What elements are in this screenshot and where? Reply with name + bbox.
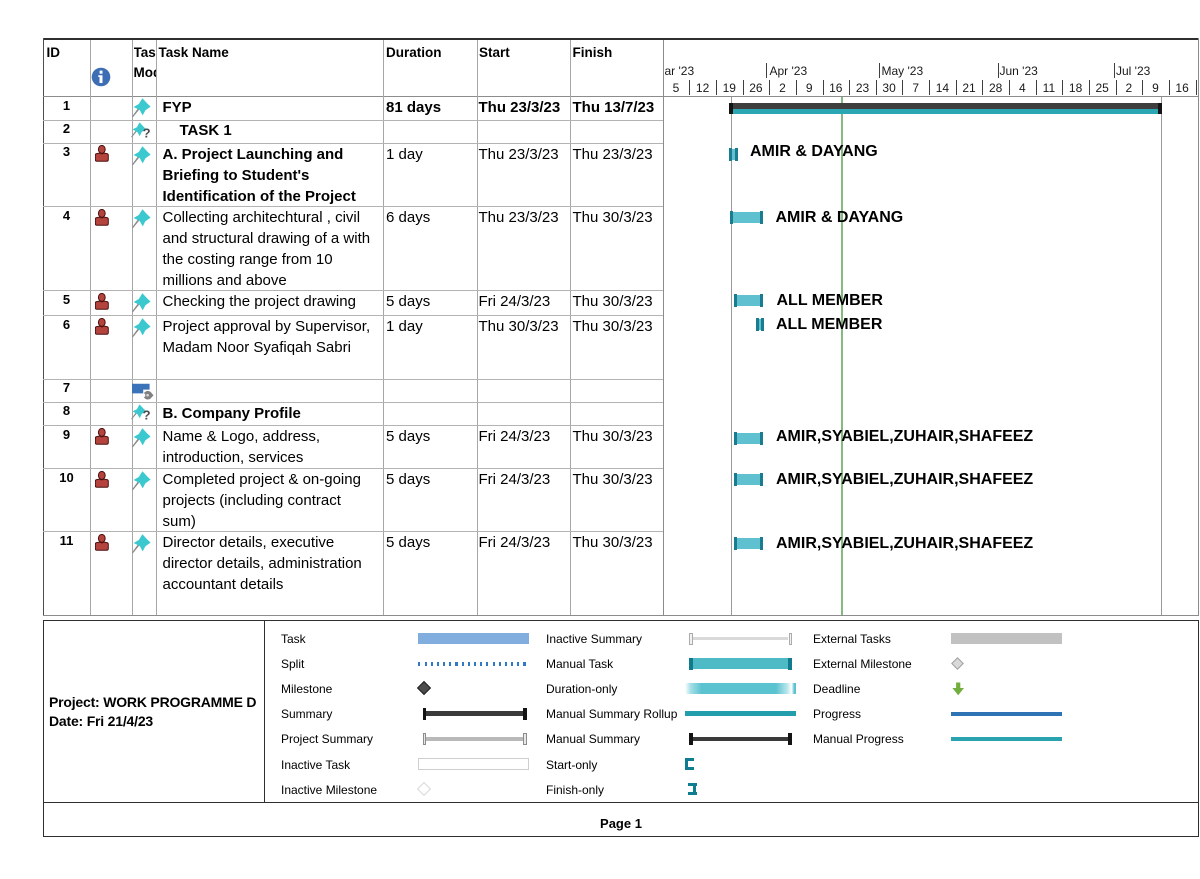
svg-text:?: ? [143, 407, 151, 422]
svg-text:?: ? [143, 125, 151, 140]
